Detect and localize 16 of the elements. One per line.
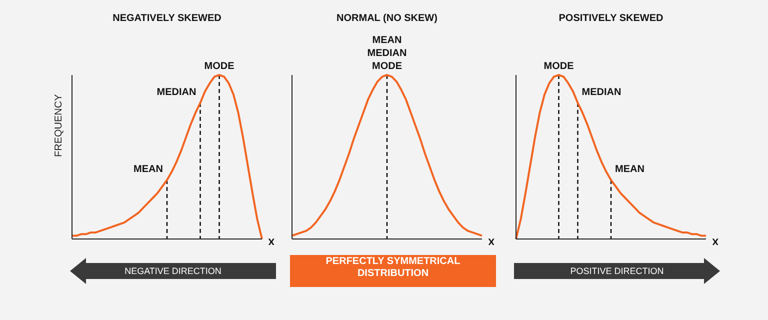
y-axis-title: FREQUENCY [54,94,65,157]
chart-title: POSITIVELY SKEWED [558,13,664,24]
text: NEGATIVE DIRECTION [124,265,222,277]
text: MODE [372,61,402,72]
annotation: MEDIAN [582,86,622,98]
text: POSITIVE DIRECTION [569,265,665,277]
annotation: MEAN [134,164,163,175]
chart-title: NORMAL (NO SKEW) [336,13,438,24]
text: PERFECTLY SYMMETRICAL DISTRIBUTION [324,256,462,280]
text: MEDIAN [367,48,407,59]
text: MODE [204,61,235,72]
text: MODE [544,61,574,72]
text: MEAN [372,35,402,46]
chart-title: NEGATIVELY SKEWED [112,13,222,24]
annotation: MEAN [615,164,644,175]
annotation: MEDIAN [156,86,196,98]
